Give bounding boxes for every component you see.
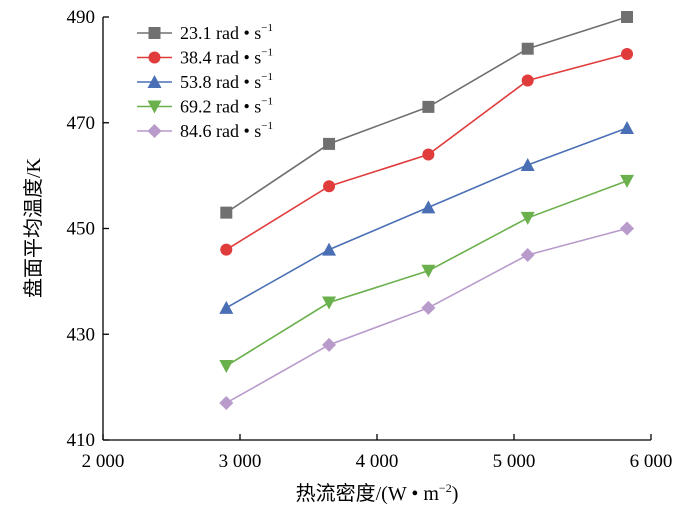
data-point <box>219 359 234 373</box>
legend-item: 23.1 rad • s−1 <box>137 22 273 43</box>
x-tick-label: 4 000 <box>356 451 399 472</box>
x-tick-label: 5 000 <box>493 451 536 472</box>
data-point <box>620 174 635 188</box>
series-4 <box>219 174 635 373</box>
y-tick-label: 430 <box>67 324 96 345</box>
legend-label: 84.6 rad • s−1 <box>180 120 273 141</box>
legend-marker <box>147 75 162 88</box>
x-tick-label: 3 000 <box>219 451 262 472</box>
data-point <box>323 137 336 150</box>
data-point <box>520 211 535 225</box>
legend-item: 53.8 rad • s−1 <box>137 71 273 92</box>
data-point <box>620 121 635 135</box>
data-point <box>621 11 634 23</box>
legend-label: 53.8 rad • s−1 <box>180 71 273 92</box>
data-point <box>421 264 436 278</box>
series-5 <box>219 221 635 410</box>
legend-marker <box>147 100 162 114</box>
x-tick-label: 6 000 <box>630 451 673 472</box>
y-tick-label: 450 <box>67 219 96 240</box>
x-axis-title: 热流密度/(W • m−2) <box>296 481 459 505</box>
data-point <box>521 74 534 87</box>
data-point <box>322 242 337 256</box>
legend-label: 23.1 rad • s−1 <box>180 22 273 43</box>
x-ticks: 2 000 3 000 4 000 5 000 6 000 <box>82 434 673 472</box>
legend-item: 38.4 rad • s−1 <box>137 47 273 68</box>
data-point <box>521 42 534 55</box>
data-point <box>220 206 233 219</box>
y-tick-label: 490 <box>67 7 96 28</box>
data-point <box>620 221 635 236</box>
data-point <box>219 300 234 314</box>
series-line <box>225 227 628 404</box>
legend-marker <box>147 124 162 138</box>
y-tick-label: 410 <box>67 430 96 451</box>
series-1 <box>220 11 634 219</box>
series-line <box>225 16 628 214</box>
y-ticks: 410 430 450 470 490 <box>67 7 109 451</box>
data-point <box>520 158 535 172</box>
y-axis-title: 盘面平均温度/K <box>22 157 45 298</box>
x-tick-label: 2 000 <box>82 451 125 472</box>
series-3 <box>219 121 635 314</box>
data-point <box>220 243 233 256</box>
y-tick-label: 470 <box>67 113 96 134</box>
data-point <box>322 337 337 352</box>
data-point <box>520 247 535 262</box>
legend-marker <box>148 27 161 39</box>
data-point <box>421 300 436 315</box>
data-point <box>422 148 435 161</box>
legend-label: 69.2 rad • s−1 <box>180 96 273 117</box>
data-point <box>421 200 436 214</box>
legend-marker <box>148 51 161 64</box>
series-layer <box>219 11 635 410</box>
legend: 23.1 rad • s−1 38.4 rad • s−1 53.8 rad • s… <box>137 22 273 141</box>
legend-item: 84.6 rad • s−1 <box>137 120 273 141</box>
data-point <box>422 100 435 113</box>
data-point <box>219 395 234 410</box>
legend-item: 69.2 rad • s−1 <box>137 96 273 117</box>
data-point <box>323 180 336 193</box>
data-point <box>621 48 634 61</box>
series-2 <box>220 48 634 256</box>
data-point <box>322 296 337 310</box>
legend-label: 38.4 rad • s−1 <box>180 47 273 68</box>
